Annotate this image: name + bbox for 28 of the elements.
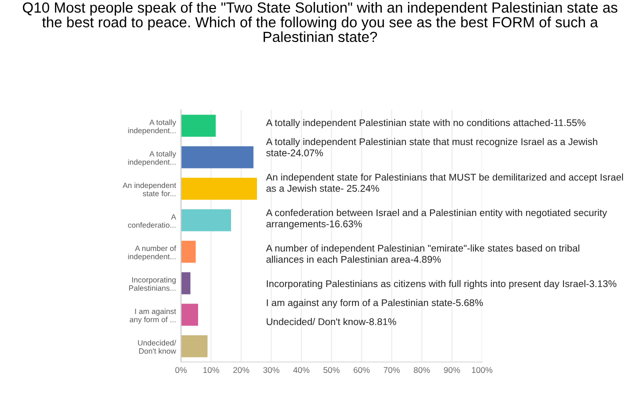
x-tick-label: 0%: [175, 367, 187, 373]
annotation: A totally independent Palestinian state that must recognize Israel as a Jewish state-24.07%: [266, 138, 598, 156]
x-tick-label: 90%: [444, 367, 460, 373]
bar: [181, 240, 196, 263]
bar: [181, 114, 216, 137]
annotation: Undecided/ Don't know-8.81%: [266, 318, 396, 326]
x-tick-label: 50%: [323, 367, 340, 373]
annotation: I am against any form of a Palestinian state-5.68%: [266, 299, 483, 308]
chart-title: Q10 Most people speak of the "Two State Solution" with an independent Palestinian state as the best road to peace. Which of the following do you see as the best FORM of such a Palestinian state?: [22, 2, 618, 42]
annotation: Incorporating Palestinians as citizens with full rights into present day Israel-3.13%: [266, 280, 616, 290]
x-tick-label: 60%: [354, 367, 370, 373]
x-tick-label: 70%: [384, 367, 400, 373]
bar: [181, 178, 257, 200]
annotation: A totally independent Palestinian state with no conditions attached-11.55%: [266, 119, 586, 128]
x-tick-label: 10%: [203, 367, 220, 373]
bar: [181, 209, 232, 232]
bar: [181, 335, 208, 358]
bar: [181, 304, 198, 326]
x-tick-label: 80%: [414, 367, 430, 373]
bar: [181, 272, 190, 294]
annotation: A number of independent Palestinian "emirate"-like states based on tribal alliances in each Palestinian area-4.89%: [266, 244, 580, 263]
x-tick-label: 20%: [233, 367, 250, 373]
x-tick-label: 40%: [293, 367, 310, 373]
x-tick-label: 100%: [472, 367, 492, 373]
annotation: An independent state for Palestinians that MUST be demilitarized and accept Israel as a Jewish state- 25.24%: [266, 174, 623, 192]
x-tick-label: 30%: [263, 367, 280, 373]
annotation: A confederation between Israel and a Palestinian entity with negotiated security arrangements-16.63%: [266, 209, 608, 230]
bar: [181, 146, 254, 168]
